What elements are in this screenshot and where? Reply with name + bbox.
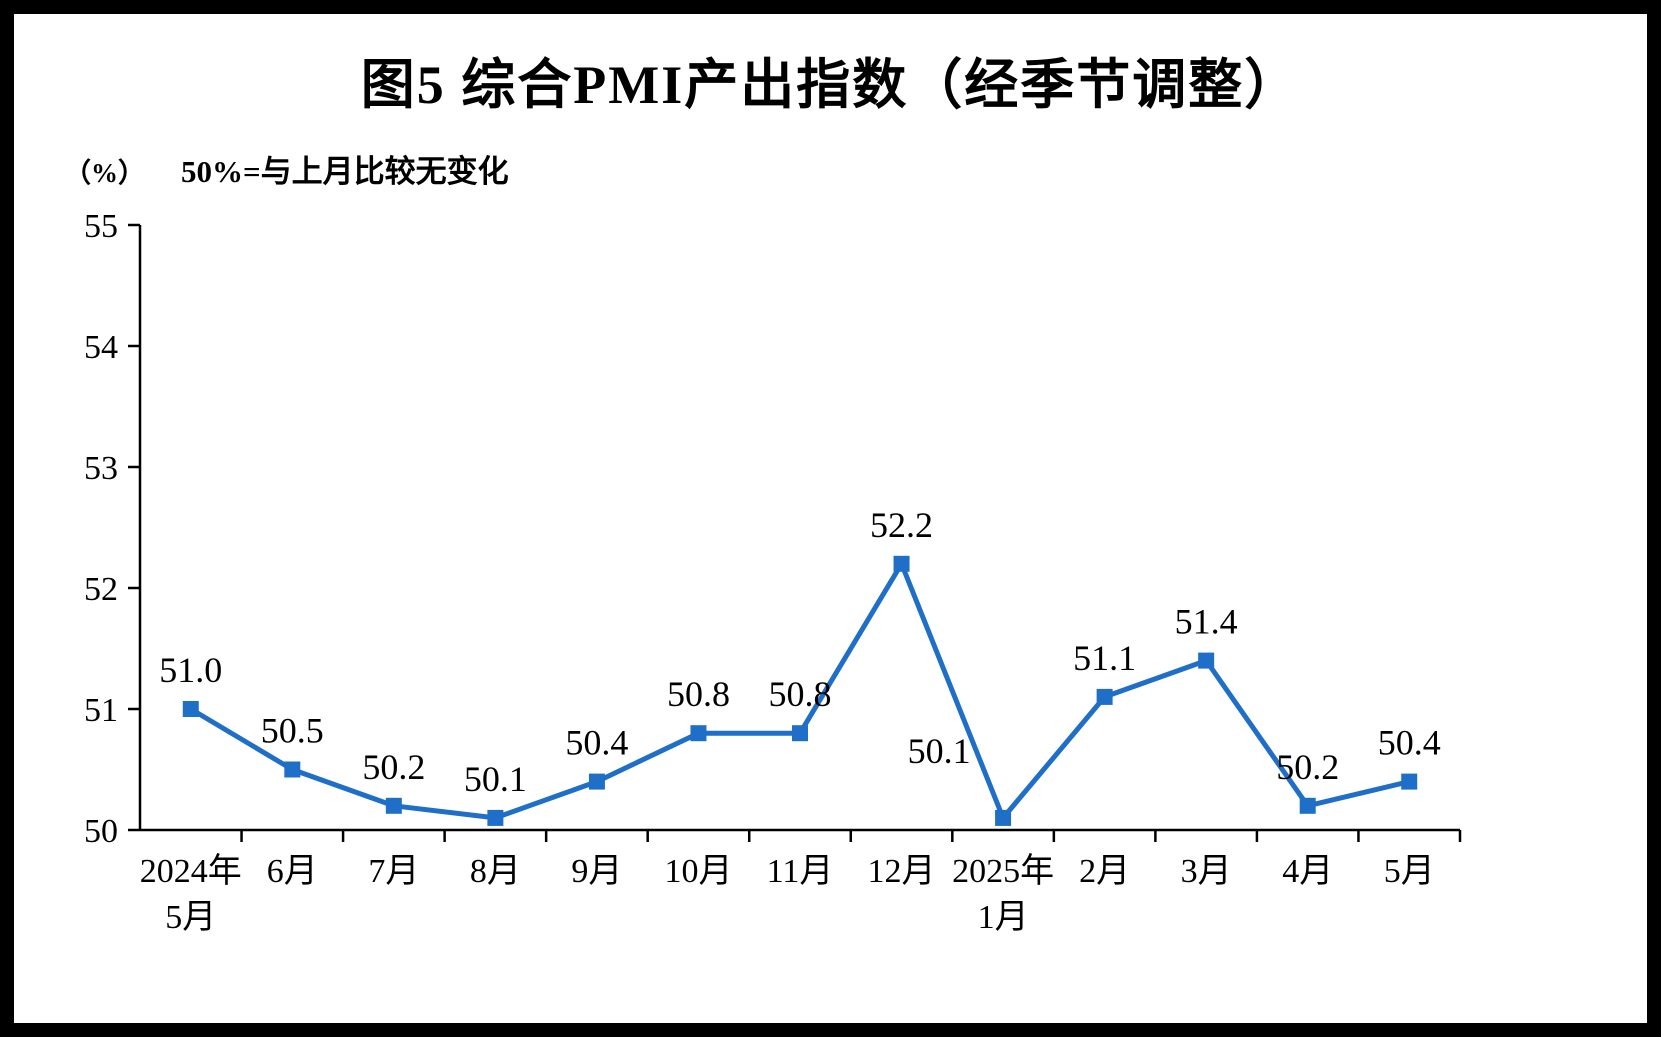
x-tick-label: 12月 [868,853,936,890]
data-point-marker [487,809,504,826]
data-point-marker [1299,797,1316,814]
data-point-label: 50.8 [667,674,730,714]
data-point-marker [588,773,605,790]
data-point-label: 50.1 [908,731,971,771]
x-tick-label: 9月 [571,853,622,890]
subtitle-row: （%） 50%=与上月比较无变化 [64,146,509,191]
chart-page: 图5 综合PMI产出指数（经季节调整） （%） 50%=与上月比较无变化 50 5… [14,14,1647,1023]
y-tick-label: 54 [84,329,118,366]
x-tick-label: 7月 [368,853,419,890]
data-point-label: 50.2 [362,747,425,787]
y-tick-label: 50 [84,813,118,850]
data-point-marker [995,809,1012,826]
x-tick-label: 11月 [767,853,834,890]
chart-title: 图5 综合PMI产出指数（经季节调整） [360,55,1301,115]
data-point-marker [284,761,301,778]
data-point-label: 50.5 [261,711,324,751]
data-point-label: 51.4 [1175,602,1238,642]
y-tick-label: 51 [84,692,118,729]
y-tick-label: 52 [84,571,118,608]
data-point-label: 50.4 [1378,723,1441,763]
data-point-label: 51.1 [1073,638,1136,678]
data-point-marker [385,797,402,814]
data-point-label: 50.1 [464,759,527,799]
data-point-marker [1401,773,1418,790]
x-tick-label: 4月 [1282,853,1333,890]
x-tick-label: 6月 [267,853,318,890]
x-tick-label: 2025年 1月 [952,852,1054,936]
data-point-label: 51.0 [159,650,222,690]
data-point-marker [182,701,199,717]
x-tick-label: 10月 [664,853,732,890]
data-point-marker [792,725,808,742]
data-point-label: 50.4 [565,723,628,763]
x-tick-label: 2024年 5月 [140,852,242,936]
data-point-marker [690,725,707,742]
data-point-marker [1096,688,1113,705]
x-tick-label: 5月 [1384,853,1435,890]
y-tick-label: 55 [84,210,118,245]
data-point-label: 50.8 [769,674,832,714]
x-tick-label: 8月 [470,853,521,890]
pmi-line-chart: 50 51 52 53 54 55 2024年 5月 6月 7月 8月 9月 10月 11月 12月 2025… [84,210,1462,936]
chart-subtitle: 50%=与上月比较无变化 [181,154,509,189]
x-tick-label: 2月 [1079,853,1130,890]
data-point-marker [893,555,910,572]
y-tick-label: 53 [84,450,118,487]
data-point-label: 52.2 [870,505,933,545]
y-axis-unit-label: （%） [64,158,145,188]
data-point-marker [1198,652,1215,669]
data-point-label: 50.2 [1276,747,1339,787]
x-tick-label: 3月 [1181,853,1232,890]
